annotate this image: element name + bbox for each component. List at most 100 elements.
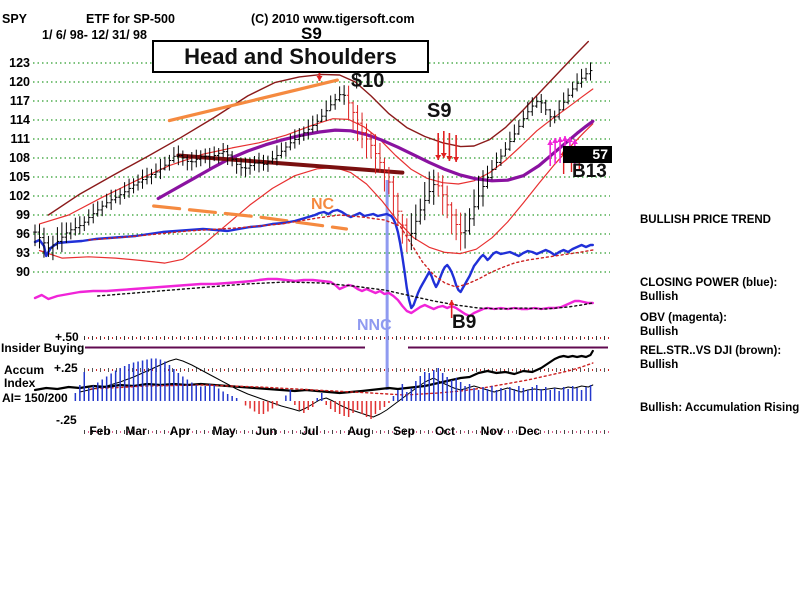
copyright-text: (C) 2010 www.tigersoft.com xyxy=(251,12,415,26)
accum-histogram-bar xyxy=(518,386,520,401)
accum-histogram-bar xyxy=(146,359,148,401)
accum-histogram-bar xyxy=(455,378,457,401)
month-label: Feb xyxy=(89,424,111,438)
accum-histogram-bar xyxy=(571,386,574,401)
price-axis-label: 96 xyxy=(16,226,30,241)
price-axis-label: 120 xyxy=(9,74,30,89)
accum-histogram-bar xyxy=(155,358,157,401)
annotation-s10: $10 xyxy=(351,70,385,92)
series-upper-band xyxy=(47,40,589,216)
accum-histogram-bar xyxy=(450,380,453,401)
accum-histogram-bar xyxy=(580,390,583,401)
accum-histogram-bar xyxy=(468,384,471,401)
insider-buying-label: Insider Buying xyxy=(1,341,85,355)
accum-histogram-bar xyxy=(482,387,484,401)
annotation-label57: 57 xyxy=(563,146,612,163)
accum-histogram-bar xyxy=(88,388,90,401)
accum-histogram-bar xyxy=(347,401,350,417)
series-purple-ma xyxy=(156,119,595,201)
scale-plus25-label: +.25 xyxy=(54,361,78,375)
accum-histogram-bar xyxy=(504,390,507,401)
accum-histogram-bar xyxy=(558,391,560,401)
month-label: Jun xyxy=(255,424,277,438)
accum-histogram-bar xyxy=(231,396,233,401)
accum-histogram-bar xyxy=(258,401,260,414)
month-label: Apr xyxy=(169,424,191,438)
accum-histogram-bar xyxy=(235,398,238,401)
price-axis-label: 111 xyxy=(10,131,30,146)
arrowhead-icon xyxy=(571,139,578,144)
accum-histogram-bar xyxy=(491,386,493,401)
accum-histogram-bar xyxy=(437,368,439,401)
price-axis-label: 117 xyxy=(9,93,30,108)
accum-histogram-bar xyxy=(562,387,565,401)
chart-canvas xyxy=(33,40,610,434)
arrowhead-icon xyxy=(453,157,460,162)
accum-histogram-bar xyxy=(168,365,171,401)
accum-histogram-bar xyxy=(132,362,135,401)
accum-histogram-bar xyxy=(338,401,341,414)
accum-histogram-bar xyxy=(536,385,538,401)
accum-histogram-bar xyxy=(428,373,430,401)
arrowhead-icon xyxy=(547,140,554,145)
accum-histogram-bar xyxy=(397,390,399,401)
accum-histogram-bar xyxy=(509,387,511,401)
annotation-s9-top: S9 xyxy=(301,24,322,43)
annotation-b13: B13 xyxy=(572,161,607,182)
accum-histogram-bar xyxy=(244,401,247,406)
accum-histogram-bar xyxy=(79,385,81,401)
price-axis-label: 114 xyxy=(9,112,30,127)
accum-histogram-bar xyxy=(585,387,587,401)
accum-histogram-bar xyxy=(365,401,368,417)
accum-histogram-bar xyxy=(334,401,336,412)
accum-histogram-bar xyxy=(374,401,377,414)
accum-histogram-bar xyxy=(303,401,305,413)
accum-histogram-bar xyxy=(361,401,363,414)
series-cp-ma-dotted xyxy=(88,214,594,288)
month-label: Sep xyxy=(392,424,415,438)
ai-value-label: AI= 150/200 xyxy=(2,391,68,405)
accum-histogram-bar xyxy=(567,389,569,401)
month-label: Aug xyxy=(347,424,371,438)
accum-histogram-bar xyxy=(110,373,112,401)
accum-histogram-bar xyxy=(262,401,265,414)
accum-histogram-bar xyxy=(97,382,99,401)
annotation-nnc: NNC xyxy=(357,317,392,334)
accum-histogram-bar xyxy=(477,390,480,401)
accum-histogram-bar xyxy=(119,368,121,401)
month-label: Jul xyxy=(301,424,319,438)
accum-histogram-bar xyxy=(191,382,193,401)
series-obv xyxy=(33,277,594,318)
accum-histogram-bar xyxy=(392,396,395,401)
series-red-upper xyxy=(38,88,594,225)
chart-subtitle: ETF for SP-500 xyxy=(86,12,175,26)
accum-histogram-bar xyxy=(419,376,421,401)
accum-histogram-bar xyxy=(253,401,256,412)
accumulation-note: Bullish: Accumulation Rising xyxy=(640,402,800,414)
accum-histogram-bar xyxy=(150,358,153,401)
accum-histogram-bar xyxy=(531,387,533,401)
accum-histogram-bar xyxy=(433,370,435,401)
accum-histogram-bar xyxy=(222,391,224,401)
accum-histogram-bar xyxy=(298,401,301,410)
accum-histogram-bar xyxy=(513,389,516,401)
price-axis-label: 93 xyxy=(16,245,30,260)
accum-histogram-bar xyxy=(289,390,292,401)
accum-histogram-bar xyxy=(495,390,498,401)
accum-histogram-bar xyxy=(159,359,162,401)
series-orange-trendline-up xyxy=(167,78,339,123)
price-axis-label: 123 xyxy=(9,55,30,70)
accum-histogram-bar xyxy=(74,393,77,401)
arrowhead-icon xyxy=(566,137,573,142)
accum-histogram-bar xyxy=(549,390,551,401)
scale-plus50-label: +.50 xyxy=(55,330,79,344)
accum-histogram-bar xyxy=(195,385,197,401)
accum-histogram-bar xyxy=(370,401,372,419)
arrowhead-icon xyxy=(448,300,455,305)
arrowhead-icon xyxy=(557,137,564,142)
relative-strength-status: Bullish xyxy=(640,359,679,371)
accum-histogram-bar xyxy=(401,384,404,401)
accum-histogram-bar xyxy=(204,386,206,401)
accum-histogram-bar xyxy=(325,401,327,405)
accum-histogram-bar xyxy=(182,376,184,401)
